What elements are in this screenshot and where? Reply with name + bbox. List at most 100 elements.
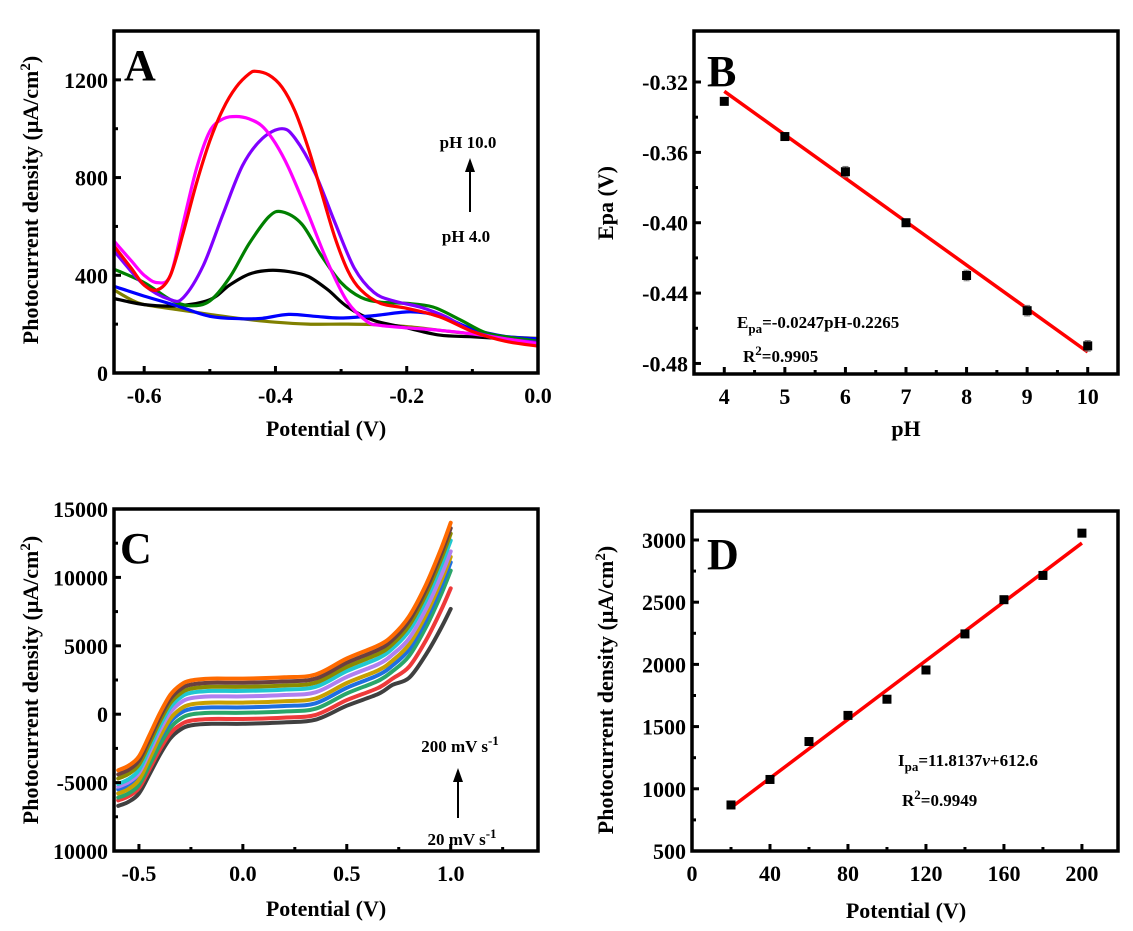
x-tick-label: 0.0: [229, 861, 257, 886]
panel-d-eq-rest: =11.8137: [918, 751, 982, 770]
data-point: [726, 800, 736, 810]
panel-b-r2-sup: 2: [755, 343, 762, 358]
series-line-120-mV-s: [116, 549, 453, 789]
panel-d-r2-main: R: [902, 791, 915, 810]
y-tick-label: 1200: [64, 68, 108, 93]
panel-d-r2-sup: 2: [914, 787, 921, 802]
panel-d-r2-rest: =0.9949: [921, 791, 977, 810]
panel-c-ylabel-main: Photocurrent density (μA/cm: [18, 551, 43, 825]
data-point: [1077, 528, 1087, 538]
data-point: [962, 270, 972, 280]
y-tick-label: 0: [97, 702, 108, 727]
x-tick-label: 9: [1022, 384, 1033, 409]
data-point: [804, 737, 814, 747]
series-line-red: [112, 69, 539, 348]
series-line-20-mV-s: [116, 606, 453, 808]
panel-d-ylabel-sup: 2: [593, 553, 609, 561]
panel-d-r2: R2=0.9949: [902, 787, 977, 810]
x-tick-label: 0: [687, 861, 698, 886]
x-tick-label: 40: [759, 861, 781, 886]
series-line-100-mV-s: [116, 554, 453, 796]
panel-b-eq-rest: =-0.0247pH-0.2265: [762, 313, 899, 332]
x-tick-label: -0.4: [258, 383, 293, 408]
panel-b-equation: Epa=-0.0247pH-0.2265: [737, 313, 899, 336]
y-tick-label: -5000: [57, 771, 108, 796]
x-tick-label: 0.5: [333, 861, 361, 886]
panel-c-annot-top: 200 mV s-1: [421, 733, 499, 756]
panel-c-letter: C: [120, 524, 152, 573]
panel-a-annot-bottom: pH 4.0: [442, 227, 490, 246]
panel-d-ylabel-end: ): [593, 546, 618, 553]
x-tick-label: 8: [961, 384, 972, 409]
y-tick-label: 400: [75, 263, 108, 288]
panel-a-arrow-head: [465, 158, 475, 172]
x-tick-label: 10: [1077, 384, 1099, 409]
data-point: [1038, 570, 1048, 580]
panel-d-eq-sub: pa: [905, 759, 919, 774]
y-tick-label: 2500: [642, 590, 686, 615]
panel-d-ylabel: Photocurrent density (μA/cm2): [593, 546, 618, 834]
data-point: [960, 629, 970, 639]
panel-d-eq-tail: +612.6: [990, 751, 1038, 770]
data-point: [840, 167, 850, 177]
panel-c-annot-bottom-sup: -1: [486, 826, 497, 841]
panel-b-r2-rest: =0.9905: [762, 347, 818, 366]
panel-b-points: [719, 96, 1093, 352]
fit-line: [729, 541, 1083, 809]
panel-b-ylabel: Epa (V): [593, 166, 618, 240]
y-tick-label: 2000: [642, 652, 686, 677]
data-point: [843, 710, 853, 720]
y-tick-label: 10000: [53, 565, 108, 590]
panel-a-frame: [112, 29, 540, 375]
panel-a-series: [112, 69, 539, 348]
panel-b-eq-main: E: [737, 313, 748, 332]
y-tick-label: 1000: [642, 777, 686, 802]
panel-d-points: [726, 528, 1087, 810]
panel-a-ylabel: Photocurrent density (μA/cm2): [18, 56, 43, 344]
panel-d-equation: Ipa=11.8137ν+612.6: [898, 751, 1038, 774]
panel-b-eq-sub: pa: [748, 321, 762, 336]
data-point: [719, 96, 729, 106]
data-point: [765, 774, 775, 784]
x-tick-label: 5: [779, 384, 790, 409]
y-tick-label: -0.32: [642, 70, 688, 95]
panel-c-ylabel-sup: 2: [18, 543, 34, 551]
panel-a-ticks: -0.6 -0.4 -0.2 0.0 0 400 800 1200: [64, 68, 552, 408]
y-tick-label: 15000: [53, 497, 108, 522]
panel-a-ylabel-end: ): [18, 56, 43, 63]
y-tick-label: 3000: [642, 528, 686, 553]
panel-c-xlabel: Potential (V): [266, 896, 386, 921]
panel-a-annot-top: pH 10.0: [440, 133, 497, 152]
panel-c-ylabel-end: ): [18, 536, 43, 543]
x-tick-label: 4: [719, 384, 730, 409]
x-tick-label: 1.0: [437, 861, 465, 886]
y-tick-label: 800: [75, 166, 108, 191]
x-tick-label: -0.5: [122, 861, 157, 886]
panel-d-eq-nu: ν: [982, 751, 990, 770]
panel-d-ylabel-main: Photocurrent density (μA/cm: [593, 561, 618, 835]
y-tick-label: -0.44: [642, 281, 688, 306]
data-point: [1022, 306, 1032, 316]
panel-d-xlabel: Potential (V): [846, 898, 966, 923]
data-point: [780, 132, 790, 142]
panel-b-ticks: 4 5 6 7 8 9 10 -0.32 -0.36 -0.40 -0.44 -0.48: [642, 70, 1099, 409]
panel-d-ticks: 0 40 80 120 160 200 500 1000 1500 2000 2500 3000: [642, 528, 1098, 886]
x-tick-label: 120: [909, 861, 942, 886]
data-point: [882, 694, 892, 704]
y-tick-label: -0.48: [642, 351, 688, 376]
panel-a-letter: A: [124, 41, 156, 90]
x-tick-label: 7: [901, 384, 912, 409]
series-line-60-mV-s: [116, 568, 453, 800]
panel-d-frame: [690, 509, 1120, 853]
y-tick-label: 10000: [53, 839, 108, 864]
panel-b-xlabel: pH: [891, 416, 920, 441]
panel-b-r2: R2=0.9905: [743, 343, 818, 366]
panel-a-xlabel: Potential (V): [266, 416, 386, 441]
panel-c-arrow-head: [453, 768, 463, 782]
x-tick-label: 0.0: [524, 383, 552, 408]
series-line-green: [113, 209, 539, 343]
x-tick-label: -0.2: [389, 383, 424, 408]
series-line-140-mV-s: [116, 538, 453, 786]
panel-d-fit: [729, 541, 1083, 809]
